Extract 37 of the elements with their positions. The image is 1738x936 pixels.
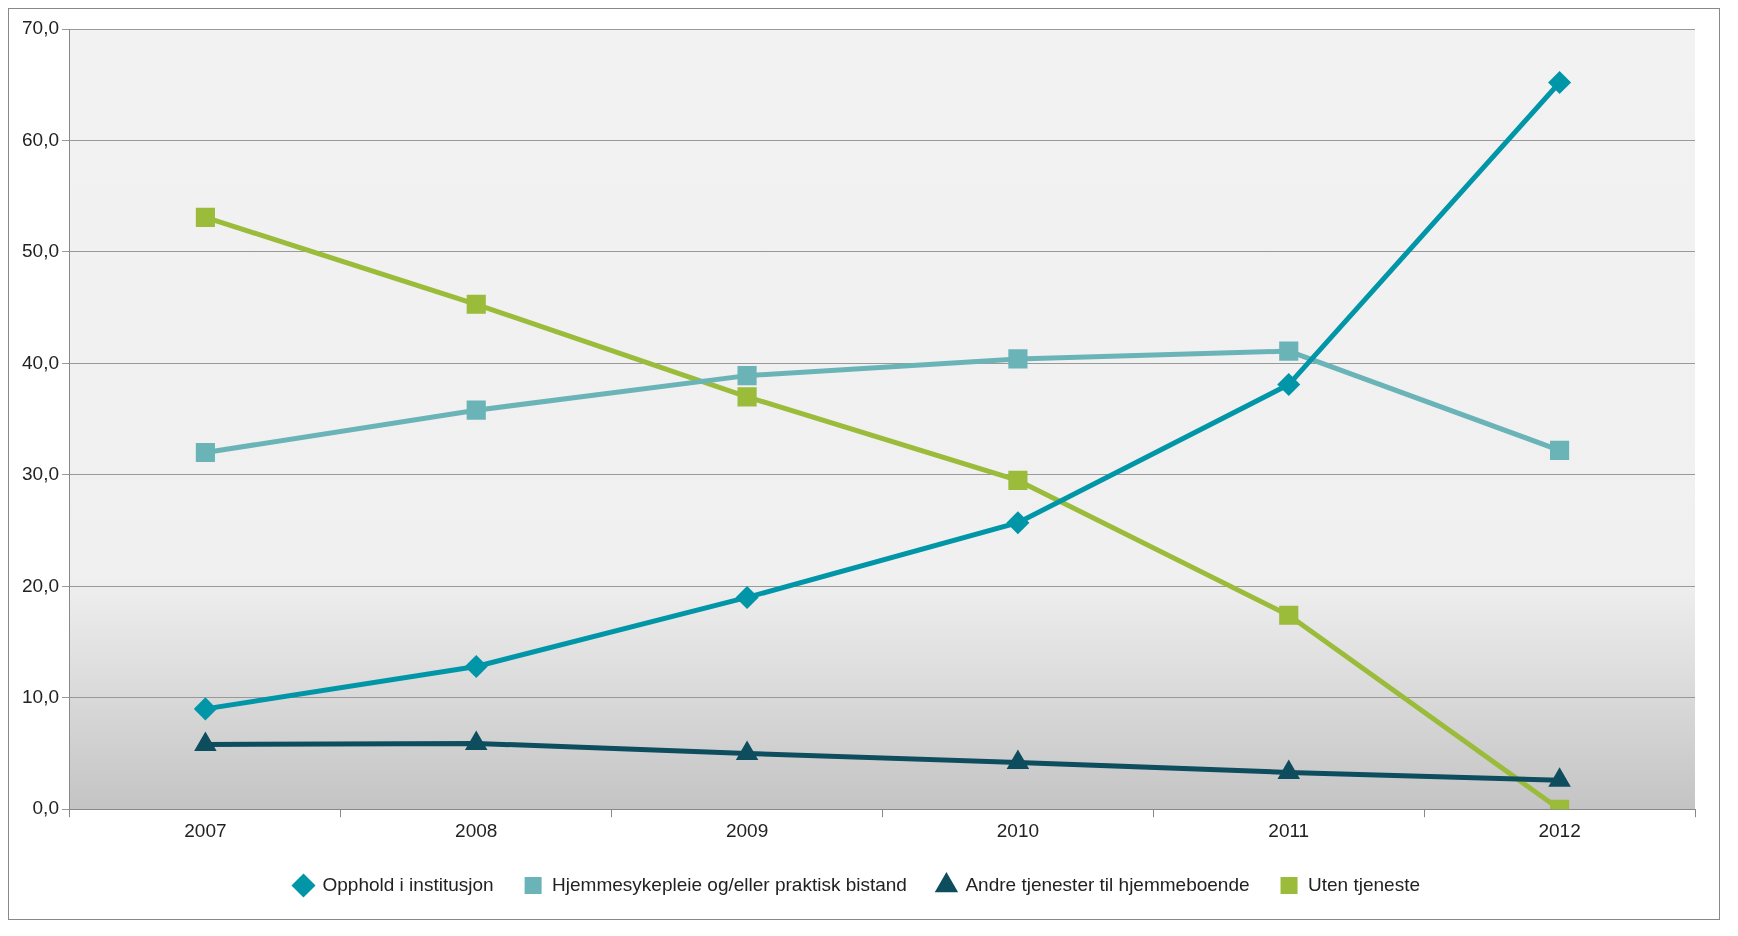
x-tick-label: 2010 [996,819,1040,841]
x-tick-label: 2007 [184,819,227,841]
y-tick-label: 60,0 [22,128,59,150]
x-tick-label: 2009 [725,819,769,841]
y-tick-label: 30,0 [22,463,59,485]
point [465,730,488,750]
point [1006,749,1029,769]
legend-label: Uten tjeneste [1308,873,1421,895]
x-tick-label: 2012 [1538,819,1581,841]
point [1279,341,1299,361]
point [466,400,486,420]
x-tick-label: 2011 [1268,819,1310,841]
point [1548,767,1571,787]
point [737,387,757,407]
point [195,442,215,463]
point [1007,512,1029,534]
point [1279,605,1299,625]
point [736,586,758,608]
point [735,740,759,760]
point [1008,349,1028,369]
point [1277,759,1300,779]
point [1008,470,1028,490]
y-tick-label: 10,0 [22,685,59,707]
y-tick-label: 20,0 [22,574,59,596]
y-tick-label: 50,0 [22,240,59,262]
y-tick-label: 0,0 [32,797,59,819]
legend-label: Andre tjenester til hjemmeboende [965,873,1250,895]
y-tick-label: 40,0 [22,351,59,373]
x-tick-label: 2008 [455,819,498,841]
point [195,207,215,227]
point [466,294,486,314]
point [737,366,757,386]
legend-label: Hjemmesykepleie og/eller praktisk bistand [552,873,907,895]
legend-label: Opphold i institusjon [322,873,494,895]
y-tick-label: 70,0 [22,17,59,39]
point [1550,440,1570,460]
point [1278,374,1300,396]
